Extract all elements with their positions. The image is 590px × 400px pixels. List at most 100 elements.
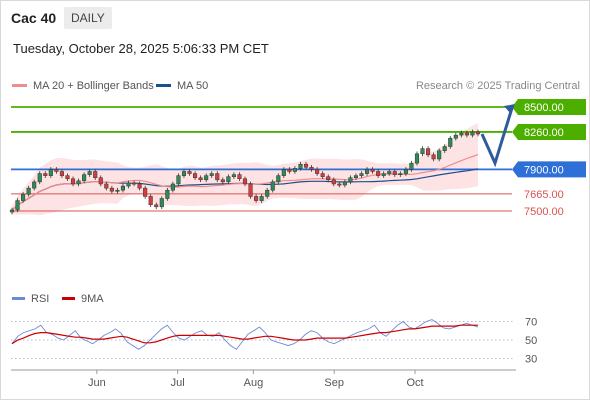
- legend-9ma-label: 9MA: [81, 293, 104, 305]
- candle-body: [409, 162, 414, 170]
- candle-body: [431, 154, 436, 160]
- candle-body: [165, 189, 170, 199]
- candle-body: [453, 134, 458, 139]
- projection-path: [480, 107, 514, 168]
- candle-body: [120, 185, 126, 191]
- candle-body: [353, 175, 359, 178]
- level-label-8500.00: 8500.00: [524, 102, 564, 114]
- candle-body: [209, 173, 214, 176]
- candle-body: [148, 196, 153, 206]
- candle-body: [193, 173, 198, 178]
- candle-body: [303, 163, 309, 168]
- candle-body: [309, 167, 314, 170]
- candle-body: [215, 173, 220, 181]
- candle-body: [231, 174, 236, 177]
- x-tick-label-Jul: Jul: [171, 377, 185, 389]
- candle-body: [381, 173, 386, 176]
- candle-body: [98, 177, 103, 185]
- candle-body: [59, 171, 64, 176]
- candle-body: [82, 174, 87, 182]
- candle-body: [70, 178, 76, 185]
- candle-body: [342, 181, 347, 186]
- x-tick-label-Sep: Sep: [324, 377, 344, 389]
- candle-body: [21, 194, 26, 201]
- rsi-tick-70: 70: [525, 317, 537, 329]
- level-tag-8500.00: [512, 99, 586, 115]
- rsi-tick-30: 30: [525, 354, 537, 366]
- candle-body: [281, 169, 286, 176]
- candle-body: [470, 131, 475, 136]
- candle-body: [292, 168, 297, 172]
- legend-ma20: MA 20 + Bollinger Bands: [12, 80, 154, 92]
- candle-body: [459, 132, 464, 136]
- candle-body: [65, 175, 70, 180]
- candle-body: [226, 176, 231, 183]
- candle-body: [475, 131, 481, 135]
- level-label-7900.00: 7900.00: [524, 164, 564, 176]
- candle-body: [276, 175, 281, 183]
- candle-body: [248, 183, 253, 197]
- level-label-7500.00: 7500.00: [524, 206, 564, 218]
- level-label-8260.00: 8260.00: [524, 127, 564, 139]
- legend-ma50: MA 50: [156, 80, 208, 92]
- candle-body: [265, 189, 270, 197]
- candle-body: [181, 171, 187, 176]
- candle-body: [259, 196, 264, 201]
- candle-body: [392, 171, 397, 175]
- candle-body: [15, 200, 20, 211]
- rsi-swatch: [12, 296, 25, 300]
- candle-body: [331, 179, 336, 185]
- timestamp: Tuesday, October 28, 2025 5:06:33 PM CET: [13, 41, 269, 56]
- rsi-series-9MA: [11, 324, 478, 345]
- candle-body: [448, 137, 453, 147]
- candle-body: [76, 180, 81, 185]
- rsi-tick-50: 50: [525, 335, 537, 347]
- candle-body: [370, 169, 375, 172]
- legend-9ma: 9MA: [62, 293, 104, 305]
- candle-body: [270, 181, 275, 191]
- rsi-ma-swatch: [62, 296, 75, 300]
- candle-body: [9, 209, 15, 213]
- credit-text: Research © 2025 Trading Central: [415, 80, 580, 92]
- candle-body: [326, 176, 331, 181]
- x-tick-label-Jun: Jun: [88, 377, 106, 389]
- candle-body: [93, 171, 98, 178]
- candle-body: [254, 196, 259, 201]
- x-tick-label-Oct: Oct: [406, 377, 423, 389]
- candle-body: [320, 173, 325, 177]
- candle-body: [143, 187, 148, 197]
- candle-body: [43, 173, 48, 176]
- candle-body: [131, 182, 137, 185]
- ma50-swatch: [156, 83, 171, 87]
- legend-ma20-label: MA 20 + Bollinger Bands: [33, 80, 154, 92]
- candle-body: [126, 182, 131, 187]
- level-tag-7900.00: [512, 161, 586, 178]
- x-tick-label-Aug: Aug: [244, 377, 264, 389]
- candle-body: [176, 175, 181, 185]
- candle-body: [348, 177, 353, 183]
- candle-body: [37, 173, 42, 183]
- candle-body: [115, 189, 120, 192]
- legend-rsi-label: RSI: [31, 293, 50, 305]
- rsi-series-RSI: [11, 319, 479, 350]
- candle-body: [387, 171, 392, 174]
- candle-body: [398, 173, 403, 176]
- candle-body: [154, 204, 159, 208]
- candle-body: [376, 171, 381, 176]
- instrument-title: Cac 40: [11, 10, 57, 26]
- candle-body: [170, 183, 175, 191]
- candle-body: [48, 169, 53, 176]
- candle-body: [442, 146, 447, 151]
- legend-ma50-label: MA 50: [177, 80, 209, 92]
- candle-body: [198, 177, 203, 181]
- candle-body: [159, 198, 164, 208]
- candle-body: [87, 171, 92, 175]
- candle-body: [109, 187, 114, 192]
- candle-body: [104, 183, 109, 189]
- legend-rsi: RSI: [12, 293, 49, 305]
- candle-body: [298, 163, 303, 169]
- candle-body: [414, 153, 420, 164]
- period-selector[interactable]: DAILY: [64, 7, 112, 29]
- candle-body: [32, 181, 37, 189]
